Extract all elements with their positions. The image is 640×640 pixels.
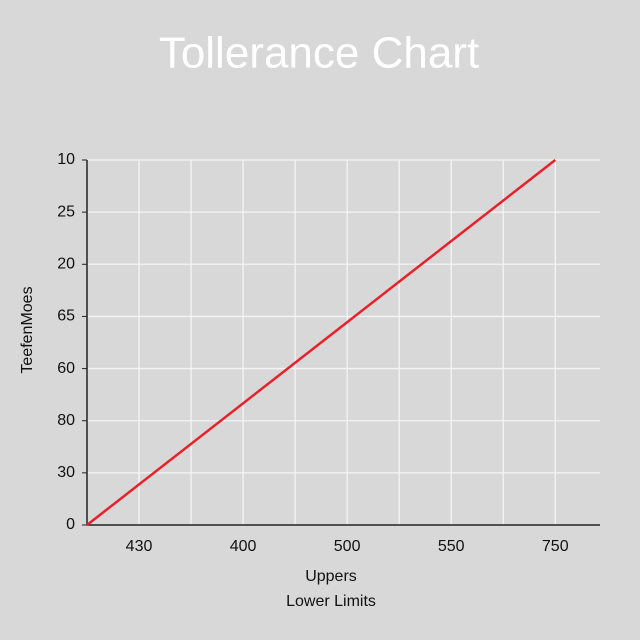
- x-axis-label: Uppers: [305, 568, 357, 585]
- chart-title: Tollerance Chart: [159, 29, 479, 78]
- y-tick-label: 0: [66, 516, 75, 533]
- y-tick-label: 25: [57, 203, 75, 220]
- x-tick-label: 750: [542, 538, 569, 555]
- x-tick-label: 430: [126, 538, 153, 555]
- x-tick-label: 400: [230, 538, 257, 555]
- y-tick-label: 20: [57, 256, 75, 273]
- y-tick-label: 80: [57, 412, 75, 429]
- x-axis-label: Lower Limits: [286, 593, 376, 610]
- y-tick-label: 30: [57, 464, 75, 481]
- y-tick-label: 10: [57, 151, 75, 168]
- y-axis-label: TeefenMoes: [19, 286, 36, 373]
- data-line: [86, 159, 557, 526]
- x-tick-label: 550: [438, 538, 465, 555]
- y-tick-label: 60: [57, 360, 75, 377]
- x-tick-label: 500: [334, 538, 361, 555]
- y-tick-label: 65: [57, 308, 75, 325]
